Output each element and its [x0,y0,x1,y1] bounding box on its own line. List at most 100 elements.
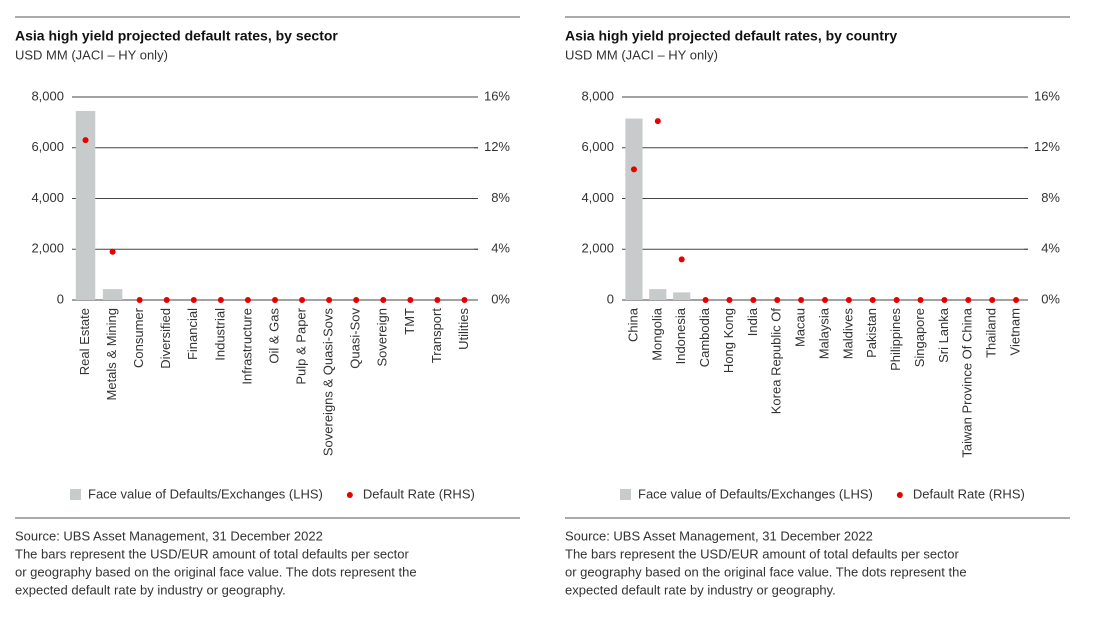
chart-title: Asia high yield projected default rates,… [565,28,897,44]
y2-tick-label: 16% [484,88,510,103]
default-rate-dot [380,297,387,303]
legend-label: Default Rate (RHS) [363,486,475,501]
default-rate-dot [1013,297,1020,303]
y2-tick-label: 16% [1034,88,1060,103]
y-tick-label: 4,000 [31,190,64,205]
default-rate-dot [941,297,948,303]
note-line: The bars represent the USD/EUR amount of… [15,546,409,561]
x-tick-label: Consumer [131,307,146,368]
legend-swatch [896,492,903,498]
default-rate-dot [654,118,661,125]
chart-subtitle: USD MM (JACI – HY only) [15,47,168,62]
y2-tick-label: 0% [1041,291,1060,306]
x-tick-label: Mongolia [649,307,664,361]
default-rate-dot [869,297,876,303]
x-tick-label: Thailand [984,308,999,358]
note-line: expected default rate by industry or geo… [565,582,836,597]
x-tick-label: Financial [185,308,200,360]
default-rate-dot [434,297,441,303]
default-rate-dot [893,297,900,303]
legend-label: Face value of Defaults/Exchanges (LHS) [638,486,873,501]
default-rate-dot [845,297,852,303]
x-tick-label: China [625,307,640,342]
default-rate-dot [353,297,360,303]
y-tick-label: 8,000 [31,88,64,103]
bar [673,292,691,300]
y-tick-label: 0 [607,291,614,306]
x-tick-label: Singapore [912,308,927,367]
y2-tick-label: 8% [1041,190,1060,205]
x-tick-label: Pulp & Paper [294,307,309,384]
y2-tick-label: 12% [484,139,510,154]
y-tick-label: 4,000 [581,190,614,205]
y-tick-label: 8,000 [581,88,614,103]
x-tick-label: Oil & Gas [266,308,281,364]
legend-swatch [620,489,631,500]
x-tick-label: Maldives [840,308,855,360]
x-tick-label: Korea Republic Of [769,308,784,415]
legend-label: Face value of Defaults/Exchanges (LHS) [88,486,323,501]
y-tick-label: 0 [57,291,64,306]
x-tick-label: Sovereigns & Quasi-Sovs [321,308,336,457]
source: Source: UBS Asset Management, 31 Decembe… [15,528,323,543]
default-rate-dot [407,297,414,303]
x-tick-label: Pakistan [864,308,879,358]
bar [102,289,123,300]
y-tick-label: 2,000 [31,241,64,256]
note-line: The bars represent the USD/EUR amount of… [565,546,959,561]
x-tick-label: Infrastructure [239,308,254,385]
default-rate-dot [82,137,89,144]
x-tick-label: Malaysia [816,307,831,359]
default-rate-dot [726,297,733,303]
legend-label: Default Rate (RHS) [913,486,1025,501]
y2-tick-label: 4% [491,241,510,256]
x-tick-label: Diversified [158,308,173,369]
default-rate-dot [678,256,685,263]
x-tick-label: Real Estate [77,308,92,375]
bar [649,289,667,300]
x-tick-label: TMT [402,308,417,335]
default-rate-dot [822,297,828,303]
x-tick-label: Transport [429,308,444,364]
y-tick-label: 6,000 [581,139,614,154]
chart-title: Asia high yield projected default rates,… [15,28,338,44]
source: Source: UBS Asset Management, 31 Decembe… [565,528,873,543]
bar [75,110,96,300]
y-tick-label: 6,000 [31,139,64,154]
y2-tick-label: 12% [1034,139,1060,154]
x-tick-label: India [745,307,760,336]
x-tick-label: Macau [793,308,808,347]
x-tick-label: Quasi-Sov [348,308,363,369]
default-rate-dot [326,297,333,303]
x-tick-label: Utilities [456,308,471,350]
x-tick-label: Vietnam [1007,308,1022,355]
default-rate-dot [989,297,996,303]
default-rate-dot [136,297,143,303]
x-tick-label: Hong Kong [721,308,736,373]
x-tick-label: Sovereign [375,308,390,367]
legend-swatch [346,492,353,498]
default-rate-dot [917,297,924,303]
default-rate-dot [109,248,116,255]
default-rate-dot [965,297,972,303]
chart-subtitle: USD MM (JACI – HY only) [565,47,718,62]
y2-tick-label: 0% [491,291,510,306]
note-line: expected default rate by industry or geo… [15,582,286,597]
default-rate-dot [630,166,637,173]
default-rate-dot [190,297,197,303]
x-tick-label: Sri Lanka [936,307,951,363]
x-tick-label: Indonesia [673,307,688,364]
default-rate-dot [299,297,306,303]
x-tick-label: Taiwan Province Of China [960,307,975,457]
y2-tick-label: 4% [1041,241,1060,256]
note-line: or geography based on the original face … [565,564,967,579]
default-rate-dot [461,297,468,303]
note-line: or geography based on the original face … [15,564,417,579]
x-tick-label: Industrial [212,308,227,361]
y-tick-label: 2,000 [581,241,614,256]
bar [625,118,643,300]
x-tick-label: Philippines [888,308,903,371]
default-rate-dot [244,297,251,303]
default-rate-dot [774,297,781,303]
